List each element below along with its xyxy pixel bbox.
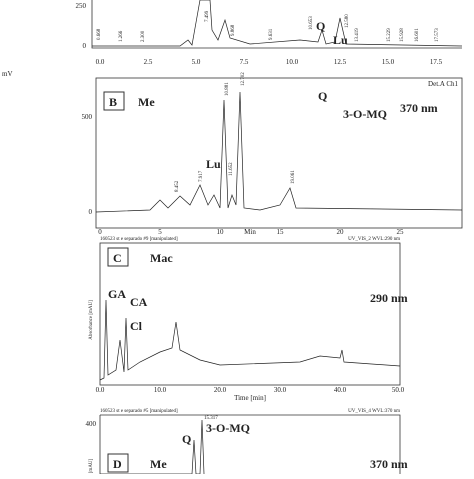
peak-label: Q	[318, 89, 327, 103]
y-axis-label: [mAU]	[89, 458, 94, 473]
y-tick-label: 500	[82, 113, 93, 121]
x-tick-label: 12.5	[334, 58, 347, 66]
panel-letter: D	[113, 457, 122, 471]
rt-label: 15.928	[400, 28, 405, 42]
rt-label: 9.868	[231, 24, 236, 36]
peak-label: Cl	[130, 319, 143, 333]
trace	[99, 299, 401, 381]
peak-label: Q	[316, 19, 325, 33]
x-tick-label: 50.0	[392, 386, 405, 394]
x-tick-label: 5	[158, 228, 162, 236]
x-tick-label: 30.0	[274, 386, 287, 394]
x-tick-label: 15.0	[382, 58, 395, 66]
sample: Me	[150, 457, 167, 471]
peak-label: Lu	[206, 157, 221, 171]
rt-label: 7.917	[199, 170, 204, 182]
peak-label: 3-O-MQ	[206, 421, 250, 435]
rt-label: 7.499	[205, 10, 210, 22]
rt-label: 1.266	[119, 30, 124, 42]
x-tick-label: 10	[217, 228, 225, 236]
letter-box	[107, 453, 129, 473]
y-axis-label: Absorbance [mAU]	[89, 300, 94, 340]
frame	[95, 77, 463, 229]
header: UV_VIS_4 WVL:370 nm	[348, 409, 400, 414]
x-tick-label: 17.5	[430, 58, 443, 66]
peak-label: Q	[182, 432, 191, 446]
trace	[92, 0, 463, 47]
panel-letter: C	[113, 251, 122, 265]
sample: Me	[138, 95, 155, 109]
x-tick-label: 2.5	[144, 58, 153, 66]
x-tick-label: 20.0	[214, 386, 227, 394]
x-axis-label: Time [min]	[234, 394, 266, 402]
rt-label: 17.573	[435, 28, 440, 42]
x-tick-label: 20	[337, 228, 345, 236]
header: UV_VIS_2 WVL:290 nm	[348, 237, 400, 242]
x-tick-label: 25	[397, 228, 405, 236]
peak-label: 3-O-MQ	[343, 107, 387, 121]
x-tick-label: 10.0	[154, 386, 167, 394]
peak-label: CA	[130, 295, 148, 309]
wavelength: 370 nm	[400, 101, 438, 115]
y-tick-label: 0	[89, 208, 93, 216]
panel-b: mV Det.A Ch1 B Me 370 nm 500 0 Q 3-O-MQ …	[2, 70, 463, 236]
rt-label: 9.631	[269, 28, 274, 40]
y-tick-label: 250	[76, 2, 87, 10]
x-tick-label: 10.0	[286, 58, 299, 66]
header: 160523 st e separado #9 [manipulated]	[100, 237, 178, 242]
rt-label: 10.653	[309, 16, 314, 30]
rt-label: 12.580	[345, 14, 350, 28]
rt-label: 2.300	[141, 30, 146, 42]
rt-label: 15.229	[387, 28, 392, 42]
rt-label: 10.881	[225, 82, 230, 96]
x-tick-label: 0.0	[96, 386, 105, 394]
rt-label: 11.652	[229, 162, 234, 176]
wavelength: 290 nm	[370, 291, 408, 305]
rt-label: 16.601	[415, 28, 420, 42]
trace	[95, 91, 463, 213]
frame	[99, 414, 401, 474]
x-tick-label: 15	[277, 228, 285, 236]
letter-box	[103, 91, 125, 111]
unit: mV	[2, 70, 13, 78]
x-tick-label: 40.0	[334, 386, 347, 394]
x-tick-label: 0	[98, 228, 102, 236]
x-tick-label: 7.5	[240, 58, 249, 66]
rt-label: 13.419	[355, 28, 360, 42]
rt-label: 8.452	[175, 180, 180, 192]
letter-box	[107, 247, 129, 267]
x-tick-label: 0.0	[96, 58, 105, 66]
panel-c: 160523 st e separado #9 [manipulated] UV…	[89, 237, 408, 402]
axis	[91, 0, 462, 49]
panel-letter: B	[109, 95, 117, 109]
sample: Mac	[150, 251, 173, 265]
x-axis-label: Min	[244, 228, 256, 236]
panel-d: 160523 st e separado #5 [manipulated] UV…	[86, 409, 408, 475]
y-tick-label: 0	[83, 42, 87, 50]
header: 160523 st e separado #5 [manipulated]	[100, 409, 178, 414]
detector: Det.A Ch1	[428, 80, 458, 88]
peak-label: Lu	[333, 33, 348, 47]
panel-a: 250 0 Q Lu 0.668 1.266 2.300 7.499 9.868…	[76, 0, 463, 66]
frame	[99, 242, 401, 386]
peak-label: GA	[108, 287, 126, 301]
rt-label: 0.668	[97, 28, 102, 40]
y-tick-label: 400	[86, 420, 97, 428]
x-tick-label: 5.0	[192, 58, 201, 66]
rt-label: 12.702	[241, 72, 246, 86]
wavelength: 370 nm	[370, 457, 408, 471]
rt-label: 15.317	[204, 416, 218, 421]
rt-label: 19.061	[291, 170, 296, 184]
